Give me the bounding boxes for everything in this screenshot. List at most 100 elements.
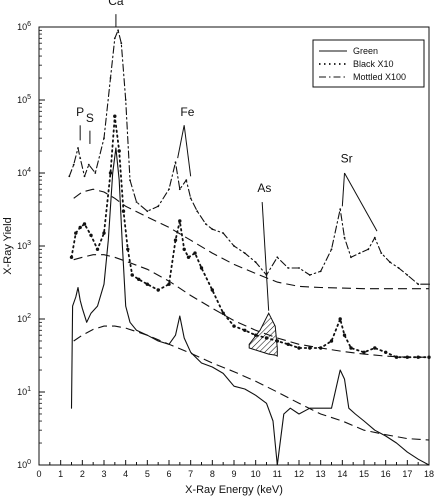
data-point-mottled-x100 <box>117 29 119 32</box>
x-tick-label: 8 <box>210 469 215 479</box>
x-tick-label: 0 <box>36 469 41 479</box>
x-tick-label: 16 <box>381 469 391 479</box>
data-point-mottled-x100 <box>168 188 170 191</box>
data-point-black-x10 <box>297 346 301 350</box>
element-label-as: As <box>257 181 271 195</box>
data-point-mottled-x100 <box>417 283 420 286</box>
annotations-layer: Ca P S Fe As Sr <box>76 0 378 311</box>
data-point-black-x10 <box>210 288 214 292</box>
x-tick-label: 1 <box>58 469 63 479</box>
data-point-black-x10 <box>145 282 149 286</box>
data-point-black-x10 <box>74 231 78 235</box>
data-point-black-x10 <box>243 328 247 332</box>
data-point-black-x10 <box>102 231 106 235</box>
element-label-p: P <box>76 105 84 119</box>
legend: Green Black X10 Mottled X100 <box>312 39 425 88</box>
data-point-mottled-x100 <box>276 256 279 259</box>
data-point-mottled-x100 <box>350 256 352 259</box>
data-point-mottled-x100 <box>72 163 75 166</box>
data-point-black-x10 <box>193 251 197 255</box>
x-tick-label: 5 <box>145 469 150 479</box>
series-line-mottled-x100 <box>68 29 430 285</box>
x-tick-label: 6 <box>166 469 171 479</box>
data-point-black-x10 <box>89 233 93 237</box>
x-tick-label: 7 <box>188 469 193 479</box>
legend-box <box>312 39 425 88</box>
x-tick-label: 17 <box>402 469 412 479</box>
data-point-black-x10 <box>254 333 258 337</box>
data-point-mottled-x100 <box>103 137 105 140</box>
data-point-mottled-x100 <box>77 147 79 149</box>
data-point-mottled-x100 <box>196 210 199 213</box>
data-point-black-x10 <box>199 266 204 270</box>
x-tick-label: 15 <box>359 469 369 479</box>
data-point-mottled-x100 <box>233 245 235 247</box>
data-point-mottled-x100 <box>373 236 376 239</box>
ticks-layer: 0 1 2 3 4 5 6 7 8 9 10 11 12 13 14 15 16 17 18100101102103… <box>17 21 434 479</box>
data-point-black-x10 <box>349 346 353 350</box>
data-point-mottled-x100 <box>343 236 346 239</box>
y-tick-label: 103 <box>17 240 31 251</box>
data-point-mottled-x100 <box>129 179 131 182</box>
data-point-mottled-x100 <box>146 210 149 213</box>
data-point-black-x10 <box>342 333 347 337</box>
data-point-mottled-x100 <box>204 223 207 225</box>
data-point-mottled-x100 <box>185 179 188 182</box>
element-label-fe: Fe <box>180 105 194 119</box>
annotation-line <box>341 172 345 207</box>
data-point-black-x10 <box>319 346 323 350</box>
y-tick-label: 105 <box>17 94 31 105</box>
data-point-mottled-x100 <box>83 175 86 178</box>
data-point-black-x10 <box>156 288 160 292</box>
data-point-black-x10 <box>338 317 342 321</box>
data-point-mottled-x100 <box>87 163 90 166</box>
data-point-mottled-x100 <box>308 274 311 276</box>
y-tick-exponent: 1 <box>27 386 31 393</box>
data-point-mottled-x100 <box>389 261 391 264</box>
data-point-black-x10 <box>405 355 409 359</box>
data-point-black-x10 <box>394 355 399 359</box>
data-point-mottled-x100 <box>120 42 123 45</box>
legend-label: Mottled X100 <box>353 72 406 82</box>
data-point-mottled-x100 <box>113 37 116 40</box>
data-point-black-x10 <box>121 209 126 213</box>
data-point-mottled-x100 <box>243 252 246 255</box>
x-tick-label: 12 <box>294 469 304 479</box>
background-curves-layer <box>73 188 430 441</box>
y-tick-exponent: 2 <box>27 313 31 320</box>
data-point-mottled-x100 <box>157 205 160 208</box>
y-tick-label: 106 <box>17 21 31 32</box>
data-point-mottled-x100 <box>135 201 138 203</box>
data-point-black-x10 <box>286 342 290 346</box>
x-axis-title: X-Ray Energy (keV) <box>185 484 283 496</box>
data-point-mottled-x100 <box>109 77 112 79</box>
data-point-black-x10 <box>384 350 388 354</box>
data-point-mottled-x100 <box>124 99 127 101</box>
y-tick-label: 101 <box>17 386 31 397</box>
y-tick-exponent: 3 <box>27 240 31 247</box>
data-point-black-x10 <box>126 247 130 251</box>
data-point-black-x10 <box>275 339 279 343</box>
annotation-line <box>344 172 378 232</box>
background-curve <box>73 188 429 290</box>
data-point-mottled-x100 <box>330 248 333 251</box>
x-tick-label: 14 <box>337 469 347 479</box>
data-point-mottled-x100 <box>79 157 82 160</box>
y-tick-exponent: 4 <box>27 167 31 174</box>
data-point-black-x10 <box>264 336 269 340</box>
data-point-mottled-x100 <box>94 172 97 174</box>
data-point-mottled-x100 <box>254 261 257 264</box>
data-point-black-x10 <box>78 225 82 230</box>
annotation-line <box>261 202 270 311</box>
data-point-black-x10 <box>329 339 334 343</box>
data-point-mottled-x100 <box>397 267 400 269</box>
data-point-mottled-x100 <box>189 197 192 200</box>
y-tick-label: 102 <box>17 313 31 324</box>
data-point-mottled-x100 <box>287 267 290 269</box>
data-point-black-x10 <box>117 149 121 153</box>
element-label-sr: Sr <box>341 151 353 165</box>
data-point-mottled-x100 <box>298 267 300 269</box>
y-tick-label: 104 <box>17 167 31 178</box>
y-tick-exponent: 0 <box>27 459 31 466</box>
